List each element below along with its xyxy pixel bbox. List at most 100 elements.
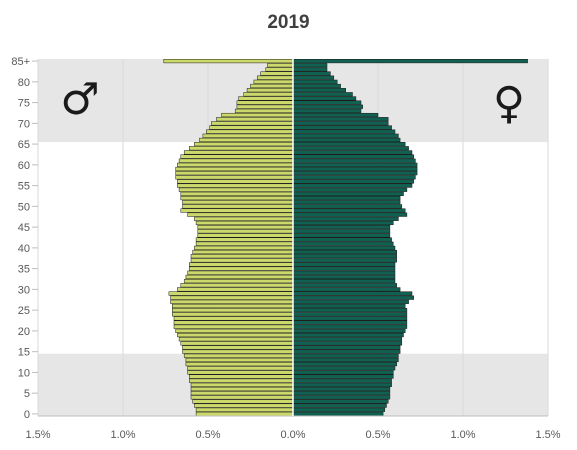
male-bar-82 <box>260 71 294 76</box>
male-bar-8 <box>189 378 294 383</box>
male-bar-37 <box>190 258 294 263</box>
female-bar-45 <box>292 225 391 230</box>
male-bar-9 <box>189 374 294 379</box>
male-bar-2 <box>194 403 294 408</box>
male-bar-18 <box>178 337 294 342</box>
female-bar-66 <box>292 137 401 143</box>
male-bar-59 <box>175 166 294 172</box>
x-tick-label-0: 1.5% <box>25 429 50 441</box>
male-bar-56 <box>177 179 294 184</box>
female-bar-44 <box>292 229 391 234</box>
y-tick-label-5: 25 <box>18 305 30 317</box>
male-bar-81 <box>257 75 294 80</box>
female-bar-82 <box>292 71 331 76</box>
female-bar-43 <box>292 233 391 238</box>
female-bar-57 <box>292 175 416 180</box>
y-tick-label-17: 85+ <box>11 56 30 68</box>
x-tick-label-2: 0.5% <box>195 429 220 441</box>
male-bar-32 <box>183 279 294 284</box>
female-bar-46 <box>292 220 394 226</box>
female-bar-41 <box>292 241 394 246</box>
x-tick-label-4: 0.5% <box>365 429 390 441</box>
female-bar-18 <box>292 337 403 342</box>
female-bar-62 <box>292 154 414 159</box>
female-bar-42 <box>292 237 392 242</box>
male-bar-22 <box>173 320 294 325</box>
male-bar-57 <box>175 175 294 180</box>
female-bar-14 <box>292 353 399 358</box>
female-bar-84 <box>292 63 328 68</box>
female-bar-22 <box>292 320 408 325</box>
female-bar-36 <box>292 262 396 267</box>
female-bar-40 <box>292 245 396 250</box>
male-bar-3 <box>192 399 294 404</box>
female-bar-49 <box>292 208 406 213</box>
female-symbol-icon: ♀ <box>493 78 525 129</box>
male-bar-30 <box>177 287 294 292</box>
male-bar-76 <box>238 96 294 101</box>
male-bar-12 <box>185 362 294 367</box>
female-bar-67 <box>292 133 399 138</box>
y-tick-label-11: 55 <box>18 181 30 193</box>
x-tick-label-1: 1.0% <box>110 429 135 441</box>
female-bar-15 <box>292 349 401 354</box>
x-tick-label-5: 1.0% <box>450 429 475 441</box>
female-bar-59 <box>292 166 418 172</box>
female-bar-24 <box>292 312 408 317</box>
female-bar-37 <box>292 258 397 263</box>
female-bar-27 <box>292 299 409 304</box>
female-bar-39 <box>292 249 397 255</box>
male-bar-64 <box>189 146 294 151</box>
female-bar-25 <box>292 308 408 313</box>
male-bar-26 <box>172 303 294 309</box>
male-bar-29 <box>168 291 294 296</box>
male-bar-44 <box>197 229 294 234</box>
male-bar-84 <box>267 63 294 68</box>
male-bar-80 <box>253 79 294 84</box>
male-bar-62 <box>180 154 294 159</box>
female-bar-12 <box>292 362 397 367</box>
female-bar-61 <box>292 158 416 163</box>
male-bar-73 <box>234 108 294 113</box>
female-bar-34 <box>292 270 396 275</box>
y-tick-label-10: 50 <box>18 201 30 213</box>
female-bar-5 <box>292 391 391 396</box>
y-tick-label-0: 0 <box>24 409 30 421</box>
male-symbol-icon: ♂ <box>60 74 99 125</box>
y-tick-label-2: 10 <box>18 367 30 379</box>
male-bar-75 <box>236 100 294 105</box>
female-bar-81 <box>292 75 335 80</box>
female-bar-19 <box>292 332 404 338</box>
y-tick-label-7: 35 <box>18 264 30 276</box>
male-bar-67 <box>202 133 294 138</box>
male-bar-46 <box>195 220 294 226</box>
male-bar-66 <box>199 137 294 143</box>
female-bar-26 <box>292 303 406 309</box>
male-bar-49 <box>180 208 294 213</box>
female-bar-70 <box>292 121 389 126</box>
female-bar-55 <box>292 183 413 188</box>
y-tick-label-16: 80 <box>18 77 30 89</box>
male-bar-19 <box>177 332 294 338</box>
female-bar-29 <box>292 291 413 296</box>
y-tick-label-8: 40 <box>18 243 30 255</box>
female-bar-52 <box>292 195 401 201</box>
female-bar-17 <box>292 341 403 346</box>
female-bar-60 <box>292 162 418 167</box>
female-bar-80 <box>292 79 338 84</box>
female-bar-51 <box>292 200 401 205</box>
female-bar-58 <box>292 171 418 176</box>
male-bar-50 <box>182 204 294 209</box>
female-bar-7 <box>292 382 392 387</box>
female-bar-76 <box>292 96 357 101</box>
female-bar-74 <box>292 104 363 109</box>
male-bar-33 <box>185 274 294 280</box>
female-bar-75 <box>292 100 362 105</box>
male-bar-25 <box>172 308 294 313</box>
male-bar-41 <box>195 241 294 246</box>
female-bar-0 <box>292 411 384 417</box>
y-tick-label-12: 60 <box>18 160 30 172</box>
male-bar-77 <box>243 92 294 97</box>
female-bar-31 <box>292 283 397 288</box>
